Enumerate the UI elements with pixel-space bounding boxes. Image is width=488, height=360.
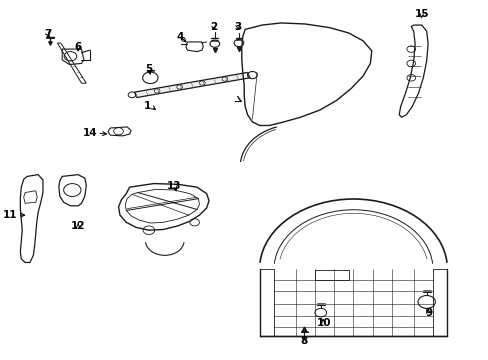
Text: 3: 3 bbox=[234, 22, 241, 32]
Text: 8: 8 bbox=[300, 336, 307, 346]
Text: 11: 11 bbox=[3, 210, 18, 220]
Text: 4: 4 bbox=[176, 32, 183, 41]
Text: 15: 15 bbox=[414, 9, 428, 19]
Text: 7: 7 bbox=[44, 29, 51, 39]
Text: 10: 10 bbox=[316, 319, 330, 328]
Text: 13: 13 bbox=[167, 181, 181, 192]
Text: 14: 14 bbox=[82, 129, 97, 138]
Polygon shape bbox=[134, 72, 249, 98]
Text: 2: 2 bbox=[210, 22, 217, 32]
Text: 5: 5 bbox=[145, 64, 152, 74]
Text: 6: 6 bbox=[74, 42, 81, 52]
Text: 12: 12 bbox=[71, 221, 85, 231]
Text: 1: 1 bbox=[144, 102, 151, 112]
Text: 9: 9 bbox=[424, 309, 431, 318]
